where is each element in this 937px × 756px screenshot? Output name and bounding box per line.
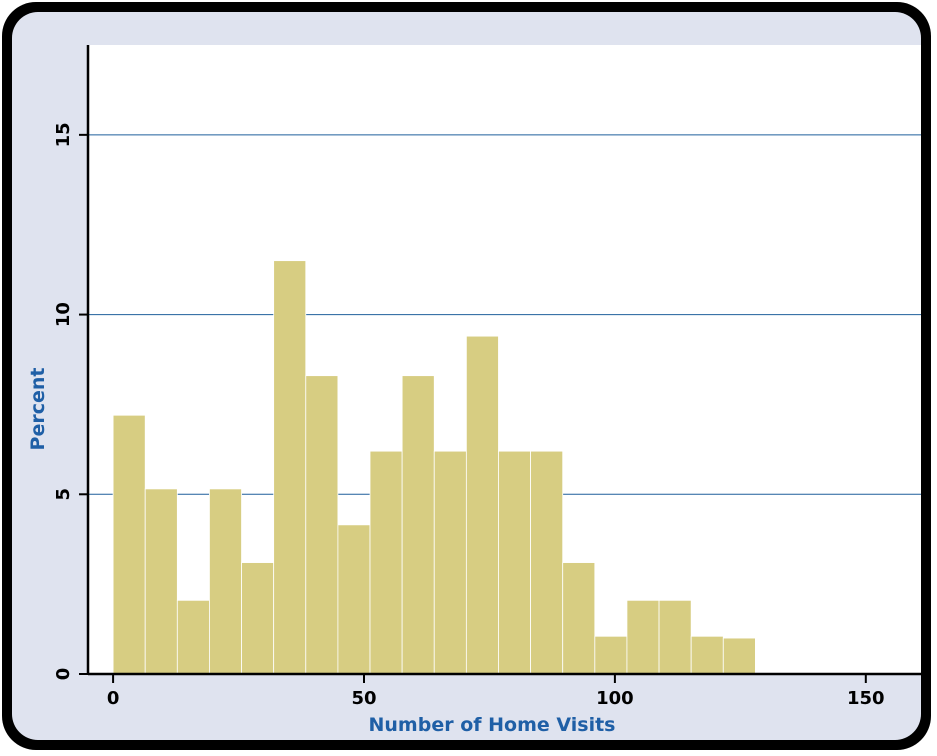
- histogram-bar-6: [305, 375, 339, 675]
- histogram-bar-9: [401, 375, 435, 675]
- x-tick-label-100: 100: [596, 688, 634, 709]
- histogram-bar-5: [273, 260, 307, 675]
- histogram-bar-18: [690, 635, 724, 675]
- x-tick-label-0: 0: [107, 688, 120, 709]
- histogram-bar-13: [530, 450, 564, 675]
- x-tick-label-50: 50: [351, 688, 376, 709]
- axes: [79, 45, 921, 683]
- y-tick-label-5: 5: [53, 488, 74, 501]
- x-axis-label: Number of Home Visits: [369, 714, 616, 736]
- histogram-bar-4: [241, 562, 275, 675]
- histogram-bar-12: [498, 450, 531, 675]
- histogram-bar-11: [465, 335, 499, 675]
- histogram-bar-19: [722, 637, 756, 675]
- tick-labels: 0 50 100 150 0 5 10 15: [53, 122, 885, 709]
- histogram-bar-2: [176, 599, 210, 675]
- histogram-bar-16: [626, 599, 660, 675]
- y-tick-label-10: 10: [53, 302, 74, 327]
- y-tick-label-0: 0: [53, 668, 74, 681]
- histogram-chart: 0 50 100 150 0 5 10 15 Number of Home Visits Pe…: [27, 45, 921, 736]
- histogram-bar-0: [112, 414, 146, 675]
- histogram-bar-14: [562, 562, 596, 675]
- histogram-bar-8: [369, 450, 403, 675]
- bars: [112, 260, 756, 675]
- histogram-bar-1: [144, 488, 178, 675]
- histogram-bar-17: [658, 599, 692, 675]
- y-tick-label-15: 15: [53, 122, 74, 147]
- chart-panel: 0 50 100 150 0 5 10 15 Number of Home Visits Pe…: [12, 12, 921, 740]
- histogram-bar-15: [594, 635, 628, 675]
- histogram-bar-10: [433, 450, 467, 675]
- x-tick-label-150: 150: [847, 688, 885, 709]
- histogram-bar-7: [337, 524, 371, 675]
- histogram-bar-3: [209, 488, 242, 675]
- y-axis-label: Percent: [27, 368, 49, 451]
